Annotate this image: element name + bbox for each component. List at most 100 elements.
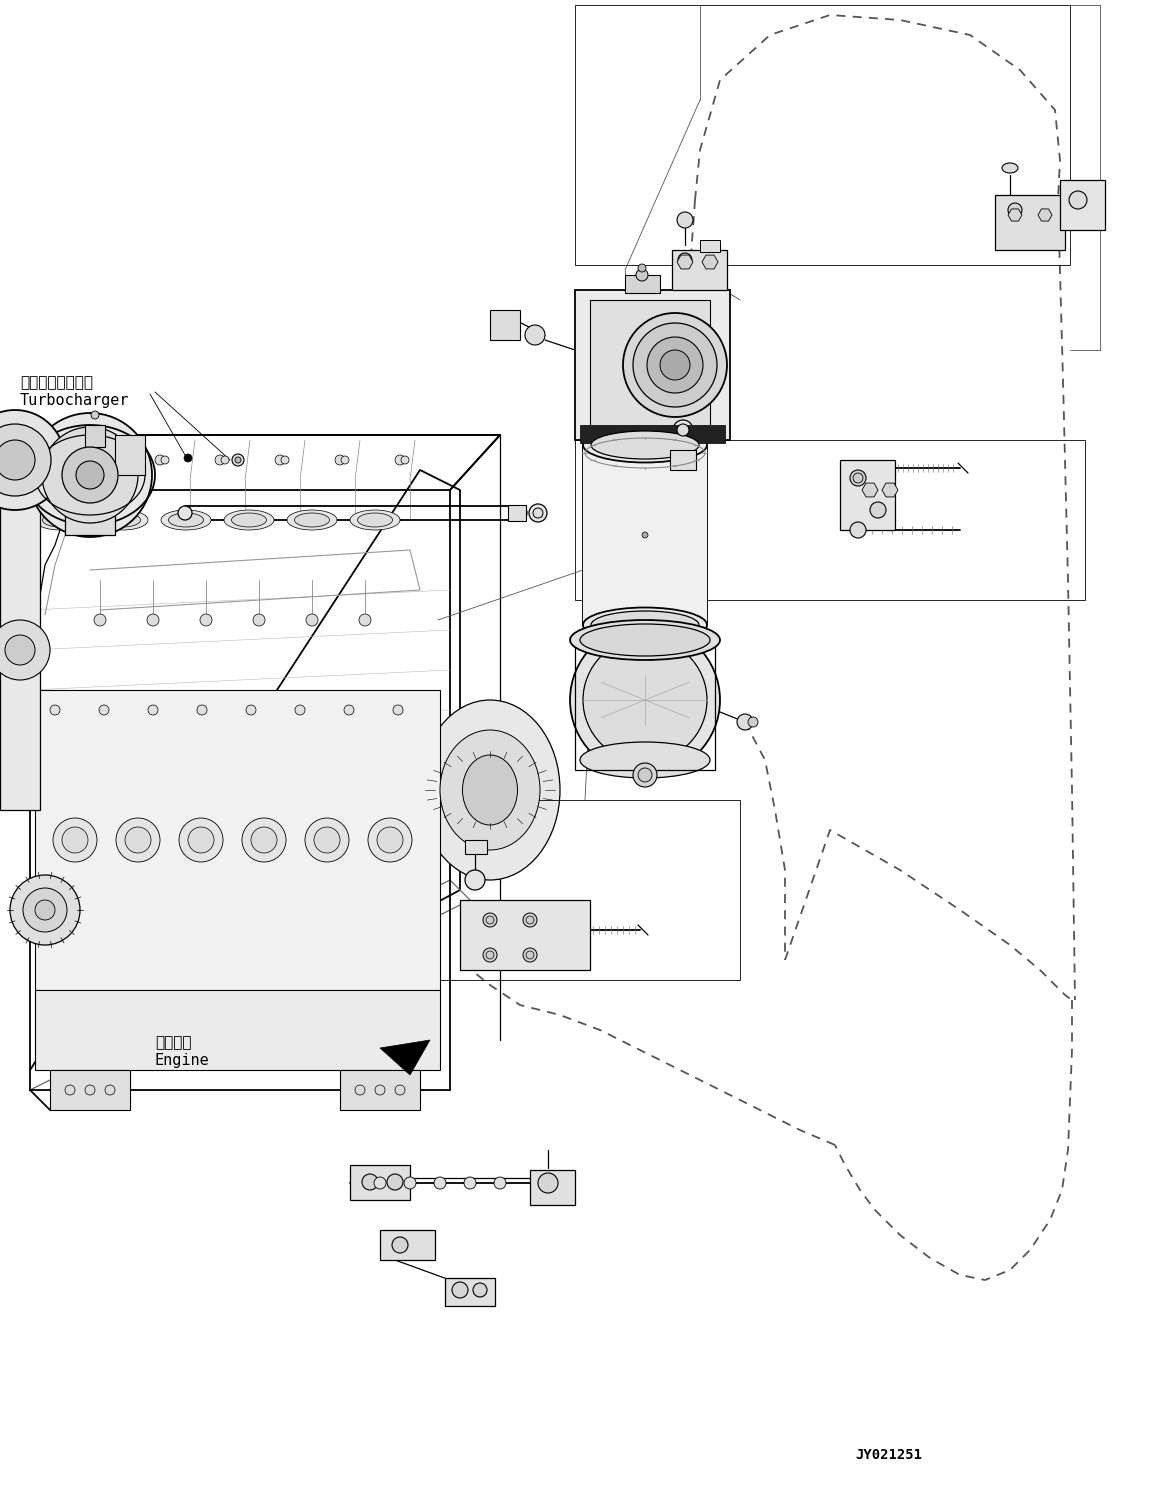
Circle shape bbox=[850, 470, 866, 486]
Circle shape bbox=[95, 455, 105, 465]
Circle shape bbox=[282, 456, 290, 464]
Circle shape bbox=[483, 948, 498, 962]
Ellipse shape bbox=[512, 505, 527, 520]
Circle shape bbox=[99, 705, 109, 716]
Circle shape bbox=[395, 1085, 404, 1094]
Circle shape bbox=[51, 705, 60, 716]
Circle shape bbox=[5, 635, 34, 665]
Circle shape bbox=[526, 951, 534, 959]
Circle shape bbox=[486, 951, 494, 959]
Circle shape bbox=[43, 426, 138, 523]
Circle shape bbox=[188, 828, 214, 853]
Circle shape bbox=[344, 705, 354, 716]
Bar bbox=[574, 440, 1085, 599]
Circle shape bbox=[246, 705, 256, 716]
Circle shape bbox=[221, 456, 229, 464]
Circle shape bbox=[452, 1282, 468, 1299]
Bar bbox=[580, 425, 725, 443]
Circle shape bbox=[523, 948, 537, 962]
Circle shape bbox=[538, 1173, 558, 1193]
Bar bbox=[583, 444, 707, 625]
Circle shape bbox=[155, 455, 165, 465]
Circle shape bbox=[633, 763, 657, 787]
Circle shape bbox=[275, 455, 285, 465]
Circle shape bbox=[34, 901, 55, 920]
Bar bbox=[65, 505, 115, 535]
Circle shape bbox=[660, 350, 691, 380]
Circle shape bbox=[623, 313, 727, 417]
Circle shape bbox=[483, 912, 498, 927]
Polygon shape bbox=[380, 1041, 430, 1075]
Ellipse shape bbox=[463, 754, 517, 825]
Circle shape bbox=[473, 1282, 487, 1297]
Bar bbox=[508, 505, 526, 520]
Ellipse shape bbox=[570, 620, 720, 661]
Ellipse shape bbox=[421, 699, 560, 880]
Circle shape bbox=[853, 473, 863, 483]
Circle shape bbox=[523, 912, 537, 927]
Bar bbox=[489, 310, 520, 340]
Circle shape bbox=[434, 1176, 446, 1188]
Polygon shape bbox=[702, 255, 718, 268]
Circle shape bbox=[304, 819, 349, 862]
Ellipse shape bbox=[1002, 163, 1018, 173]
Text: ターボチャージャ: ターボチャージャ bbox=[20, 376, 93, 391]
Circle shape bbox=[314, 828, 340, 853]
Ellipse shape bbox=[43, 513, 77, 526]
Bar bbox=[445, 1278, 495, 1306]
Ellipse shape bbox=[350, 510, 400, 529]
Circle shape bbox=[62, 447, 118, 502]
Ellipse shape bbox=[169, 513, 203, 526]
Circle shape bbox=[0, 410, 65, 510]
Ellipse shape bbox=[516, 508, 524, 517]
Circle shape bbox=[642, 532, 648, 538]
Circle shape bbox=[638, 264, 646, 271]
Bar bbox=[530, 1170, 574, 1205]
Circle shape bbox=[236, 458, 241, 464]
Circle shape bbox=[637, 268, 648, 280]
Circle shape bbox=[678, 253, 692, 267]
Polygon shape bbox=[677, 255, 693, 268]
Bar bbox=[460, 901, 589, 971]
Circle shape bbox=[28, 413, 152, 537]
Polygon shape bbox=[882, 483, 899, 497]
Circle shape bbox=[215, 455, 225, 465]
Bar bbox=[574, 640, 715, 769]
Circle shape bbox=[62, 828, 88, 853]
Circle shape bbox=[76, 461, 105, 489]
Circle shape bbox=[681, 256, 689, 264]
Ellipse shape bbox=[178, 505, 192, 520]
Circle shape bbox=[358, 614, 371, 626]
Circle shape bbox=[486, 915, 494, 924]
Circle shape bbox=[161, 456, 169, 464]
Bar bbox=[340, 1071, 421, 1109]
Bar bbox=[589, 300, 710, 429]
Circle shape bbox=[464, 1176, 476, 1188]
Ellipse shape bbox=[106, 513, 140, 526]
Circle shape bbox=[105, 1085, 115, 1094]
Circle shape bbox=[23, 889, 67, 932]
Circle shape bbox=[570, 625, 720, 775]
Circle shape bbox=[368, 819, 412, 862]
Circle shape bbox=[748, 717, 758, 728]
Circle shape bbox=[116, 819, 160, 862]
Circle shape bbox=[737, 714, 753, 731]
Circle shape bbox=[633, 324, 717, 407]
Bar bbox=[115, 435, 145, 476]
Bar bbox=[51, 1071, 130, 1109]
Circle shape bbox=[395, 455, 404, 465]
Bar bbox=[574, 291, 730, 440]
Circle shape bbox=[85, 1085, 95, 1094]
Circle shape bbox=[125, 828, 151, 853]
Bar bbox=[670, 450, 696, 470]
Text: Turbocharger: Turbocharger bbox=[20, 394, 130, 409]
Ellipse shape bbox=[161, 510, 211, 529]
Circle shape bbox=[336, 455, 345, 465]
Circle shape bbox=[200, 614, 213, 626]
Circle shape bbox=[583, 638, 707, 762]
Bar bbox=[430, 801, 740, 980]
Circle shape bbox=[91, 412, 99, 419]
Circle shape bbox=[0, 423, 51, 497]
Polygon shape bbox=[1038, 209, 1052, 221]
Ellipse shape bbox=[357, 513, 393, 526]
